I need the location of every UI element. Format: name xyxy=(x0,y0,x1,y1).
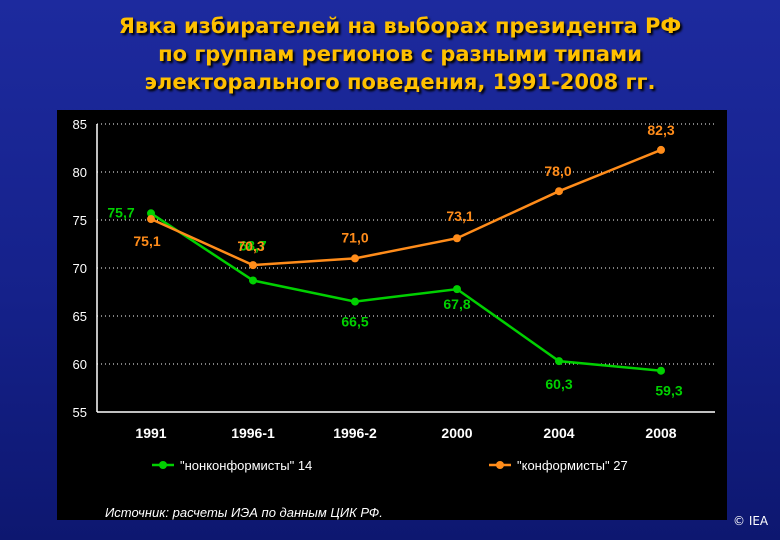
title-line-2: по группам регионов с разными типами xyxy=(158,42,642,66)
series-2-data-label-1996-2: 71,0 xyxy=(341,229,368,245)
legend-label-2: "конформисты" 27 xyxy=(517,458,628,473)
legend-label-1: "нонконформисты" 14 xyxy=(180,458,312,473)
series-1-data-label-1991: 75,7 xyxy=(107,204,134,220)
series-2-data-label-1996-1: 70,3 xyxy=(237,238,264,254)
series-2-point-2004 xyxy=(555,187,563,196)
series-2-point-1996-1 xyxy=(249,261,257,270)
x-tick-label-1996-1: 1996-1 xyxy=(231,425,275,441)
legend-swatch-marker-2 xyxy=(496,461,504,469)
y-tick-label-80: 80 xyxy=(73,165,87,180)
y-tick-label-65: 65 xyxy=(73,309,87,324)
series-2-data-label-2004: 78,0 xyxy=(544,163,571,179)
series-1-data-label-2000: 67,8 xyxy=(443,296,470,312)
series-line-2 xyxy=(150,148,662,267)
series-1-point-2004 xyxy=(555,357,563,366)
y-tick-label-55: 55 xyxy=(73,405,87,420)
series-1-data-label-1996-2: 66,5 xyxy=(341,314,368,330)
series-1-data-label-2004: 60,3 xyxy=(545,376,572,392)
y-tick-label-60: 60 xyxy=(73,357,87,372)
slide-title: Явка избирателей на выборах президента Р… xyxy=(40,12,760,96)
turnout-line-chart: 55 60 65 70 75 80 85 1991 1996-1 1996-2 2000 2004 20… xyxy=(73,117,715,473)
copyright-text: © IEA xyxy=(733,514,769,528)
x-tick-label-1996-2: 1996-2 xyxy=(333,425,377,441)
series-1-data-label-1996-1: 68,7 xyxy=(239,237,266,253)
title-line-3: электорального поведения, 1991-2008 гг. xyxy=(144,70,656,94)
series-2-data-label-2000: 73,1 xyxy=(446,208,473,224)
source-note: Источник: расчеты ИЭА по данным ЦИК РФ. xyxy=(105,505,383,520)
series-1-point-2008 xyxy=(657,366,665,375)
series-1-point-2000 xyxy=(453,285,461,294)
series-1-point-1996-2 xyxy=(351,297,359,306)
series-1-data-label-2008: 59,3 xyxy=(655,383,682,399)
title-line-1: Явка избирателей на выборах президента Р… xyxy=(118,14,682,38)
chart-panel: 55 60 65 70 75 80 85 1991 1996-1 1996-2 2000 2004 20… xyxy=(57,110,727,520)
series-2-point-2008 xyxy=(657,145,665,154)
x-tick-label-2004: 2004 xyxy=(543,425,574,441)
series-line-1 xyxy=(150,212,662,372)
y-tick-label-85: 85 xyxy=(73,117,87,132)
legend-swatch-marker-1 xyxy=(159,461,167,469)
series-2-point-1991 xyxy=(147,215,155,224)
series-2-point-2000 xyxy=(453,234,461,243)
series-2-point-1996-2 xyxy=(351,254,359,263)
series-1-point-1991 xyxy=(147,209,155,218)
series-2-data-label-1991: 75,1 xyxy=(133,233,160,249)
series-2-data-label-2008: 82,3 xyxy=(647,122,674,138)
x-tick-label-2008: 2008 xyxy=(645,425,676,441)
x-tick-label-1991: 1991 xyxy=(135,425,166,441)
x-tick-label-2000: 2000 xyxy=(441,425,472,441)
y-tick-label-70: 70 xyxy=(73,261,87,276)
y-tick-label-75: 75 xyxy=(73,213,87,228)
series-1-point-1996-1 xyxy=(249,276,257,285)
